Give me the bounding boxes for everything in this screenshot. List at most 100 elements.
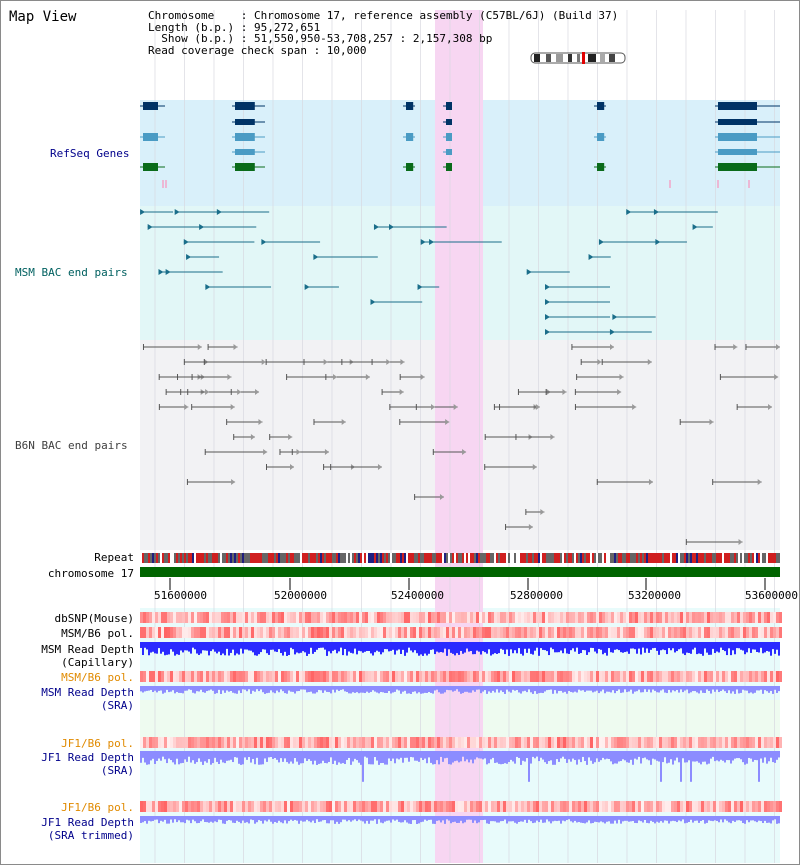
- depth-bar: [156, 686, 158, 693]
- heat-cell: [725, 737, 728, 748]
- heat-cell: [599, 671, 602, 682]
- heat-cell: [662, 737, 665, 748]
- depth-bar: [672, 686, 674, 691]
- depth-bar: [708, 816, 710, 821]
- depth-bar: [618, 816, 620, 820]
- repeat-bar: [170, 553, 172, 563]
- depth-bar: [334, 751, 336, 761]
- heat-cell: [431, 612, 434, 623]
- heat-cell: [479, 627, 482, 638]
- repeat-bar: [348, 553, 350, 563]
- depth-bar: [440, 642, 442, 652]
- heat-cell: [416, 671, 419, 682]
- repeat-bar: [590, 553, 592, 563]
- depth-bar: [284, 751, 286, 759]
- heat-cell: [236, 612, 239, 623]
- depth-bar: [296, 816, 298, 821]
- heat-cell: [620, 737, 623, 748]
- depth-bar: [192, 686, 194, 693]
- depth-bar: [226, 642, 228, 649]
- chromosome-ideogram[interactable]: [530, 52, 626, 64]
- depth-bar: [564, 751, 566, 759]
- depth-bar: [688, 642, 690, 654]
- heat-cell: [221, 671, 224, 682]
- depth-bar: [314, 816, 316, 824]
- depth-bar: [496, 751, 498, 763]
- repeat-bar: [186, 553, 188, 563]
- heat-cell: [719, 627, 722, 638]
- depth-bar: [280, 642, 282, 654]
- depth-bar: [654, 751, 656, 760]
- heat-cell: [674, 612, 677, 623]
- depth-bar: [770, 751, 772, 758]
- heat-cell: [272, 671, 275, 682]
- heat-cell: [257, 737, 260, 748]
- repeat-bar: [220, 553, 222, 563]
- heat-cell: [290, 737, 293, 748]
- depth-bar: [350, 751, 352, 765]
- depth-bar: [340, 642, 342, 648]
- bac-end: [619, 374, 624, 380]
- depth-bar: [672, 816, 674, 821]
- heat-cell: [269, 737, 272, 748]
- heat-cell: [419, 671, 422, 682]
- bac-end: [612, 314, 618, 320]
- heat-cell: [347, 737, 350, 748]
- heat-cell: [176, 671, 179, 682]
- heat-cell: [545, 671, 548, 682]
- heat-cell: [608, 612, 611, 623]
- depth-bar: [566, 686, 568, 694]
- msm-depth-sra-sub-label: (SRA): [100, 699, 134, 712]
- heat-cell: [719, 801, 722, 812]
- heat-cell: [416, 737, 419, 748]
- depth-bar: [322, 751, 324, 761]
- heat-cell: [365, 737, 368, 748]
- heat-cell: [515, 671, 518, 682]
- depth-bar: [598, 686, 600, 694]
- heat-cell: [329, 627, 332, 638]
- heat-cell: [719, 671, 722, 682]
- repeat-bar: [388, 553, 390, 563]
- depth-bar: [148, 751, 150, 765]
- heat-cell: [437, 627, 440, 638]
- depth-bar: [676, 816, 678, 823]
- depth-bar: [572, 816, 574, 823]
- heat-cell: [365, 612, 368, 623]
- depth-bar: [708, 686, 710, 691]
- depth-bar: [216, 816, 218, 823]
- depth-bar: [532, 686, 534, 694]
- depth-bar: [408, 686, 410, 694]
- repeat-bar: [350, 553, 352, 563]
- heat-cell: [779, 627, 782, 638]
- depth-bar: [146, 816, 148, 824]
- heat-cell: [296, 627, 299, 638]
- depth-bar: [474, 642, 476, 655]
- depth-bar: [684, 686, 686, 691]
- repeat-bar: [696, 553, 698, 563]
- heat-cell: [662, 612, 665, 623]
- heat-cell: [311, 671, 314, 682]
- depth-bar: [178, 816, 180, 821]
- depth-bar: [638, 642, 640, 649]
- heat-cell: [182, 801, 185, 812]
- depth-bar: [346, 642, 348, 656]
- heat-cell: [587, 627, 590, 638]
- heat-cell: [209, 671, 212, 682]
- heat-cell: [545, 612, 548, 623]
- depth-bar: [174, 751, 176, 765]
- repeat-bar: [176, 553, 178, 563]
- repeat-bar: [380, 553, 382, 563]
- heat-cell: [197, 671, 200, 682]
- depth-bar: [282, 751, 284, 762]
- repeat-bar: [774, 553, 776, 563]
- heat-cell: [758, 737, 761, 748]
- repeat-bar: [416, 553, 418, 563]
- depth-bar: [286, 686, 288, 694]
- heat-cell: [368, 737, 371, 748]
- heat-cell: [578, 671, 581, 682]
- depth-bar: [666, 816, 668, 821]
- gene-exon: [235, 133, 255, 141]
- depth-bar: [648, 751, 650, 761]
- depth-bar: [538, 751, 540, 762]
